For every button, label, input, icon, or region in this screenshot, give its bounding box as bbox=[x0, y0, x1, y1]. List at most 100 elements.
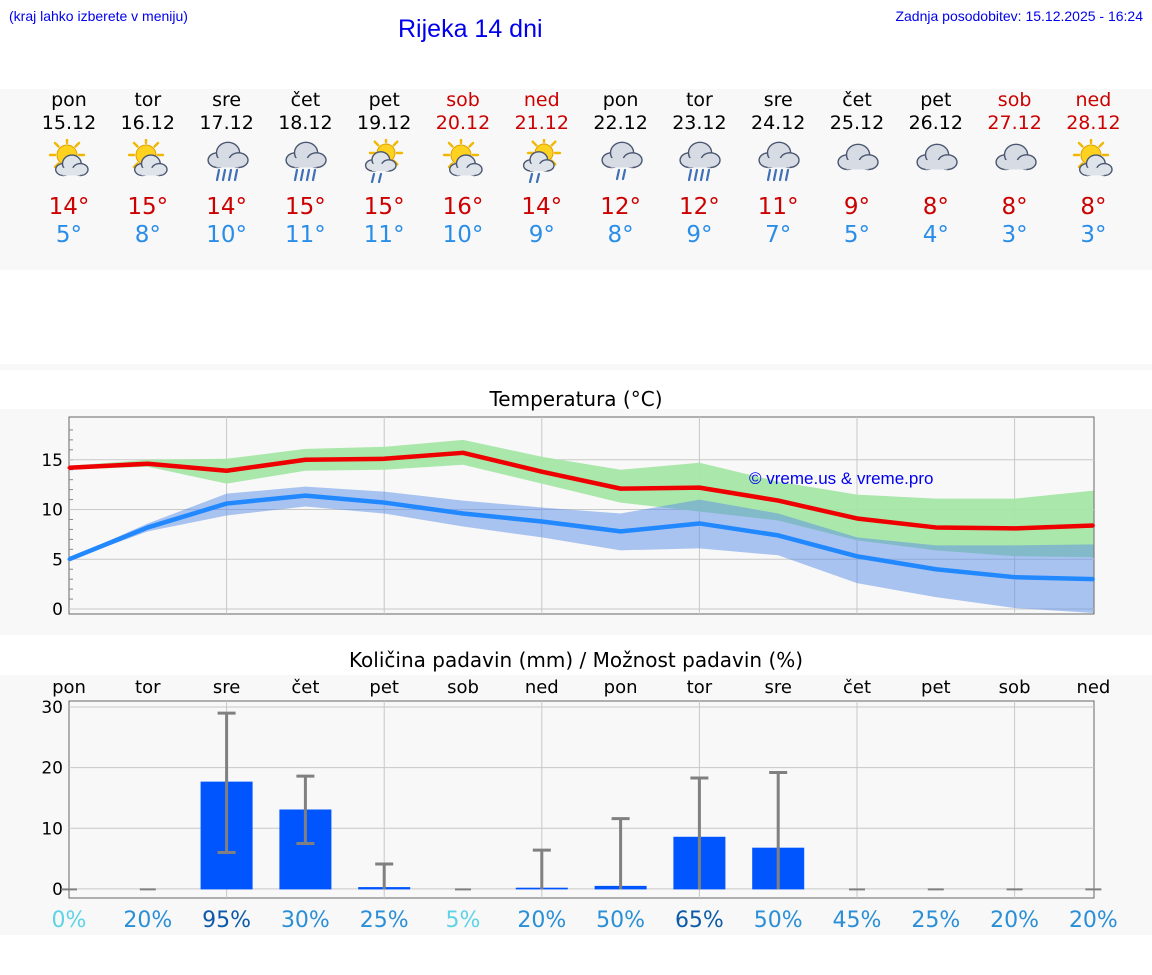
icon-graphic bbox=[679, 141, 722, 182]
sun-ray bbox=[447, 141, 454, 148]
max-temperature: 11° bbox=[757, 194, 799, 220]
max-temperature: 15° bbox=[363, 194, 405, 220]
icon-graphic bbox=[48, 139, 89, 177]
y-tick-label: 0 bbox=[52, 600, 63, 620]
sun-rain-icon bbox=[365, 139, 404, 183]
min-temperature: 7° bbox=[765, 222, 792, 248]
max-temperature-point bbox=[382, 457, 386, 461]
cloud-base bbox=[1086, 167, 1105, 176]
sun-ray bbox=[53, 141, 60, 148]
y-tick-label: 10 bbox=[41, 819, 63, 839]
cloud-base bbox=[62, 167, 81, 176]
min-temperature: 11° bbox=[363, 222, 405, 248]
day-date: 20.12 bbox=[435, 112, 491, 134]
max-temperature: 8° bbox=[1080, 194, 1107, 220]
cloud-shape bbox=[916, 143, 958, 171]
rain-drop bbox=[227, 168, 232, 182]
precipitation-probability: 20% bbox=[990, 908, 1039, 933]
day-column: čet 25.12 9° 5° bbox=[812, 89, 902, 249]
icon-graphic bbox=[285, 141, 328, 182]
day-date: 21.12 bbox=[514, 112, 569, 134]
sun-cloud-icon bbox=[1073, 139, 1114, 177]
location-menu-hint[interactable]: (kraj lahko izberete v meniju) bbox=[9, 8, 188, 24]
sun-ray bbox=[53, 162, 60, 169]
max-temperature-point bbox=[225, 469, 229, 473]
rain-drop bbox=[535, 172, 540, 183]
max-temperature-point bbox=[461, 451, 465, 455]
min-temperature-point bbox=[619, 529, 623, 533]
day-name: pon bbox=[602, 89, 639, 111]
min-temperature: 11° bbox=[285, 222, 326, 248]
sun-ray bbox=[550, 140, 557, 147]
min-temperature-point bbox=[225, 502, 229, 506]
cloud-shape bbox=[994, 143, 1037, 171]
max-temperature: 16° bbox=[442, 194, 484, 220]
precipitation-probability: 25% bbox=[911, 908, 960, 933]
min-temperature: 10° bbox=[206, 222, 247, 248]
max-temperature: 14° bbox=[521, 194, 563, 220]
max-temperature-point bbox=[303, 458, 307, 462]
min-temperature-point bbox=[461, 512, 465, 516]
rain-drop bbox=[528, 172, 533, 183]
rain-drop bbox=[215, 168, 220, 182]
min-temperature-line bbox=[68, 493, 1094, 582]
max-temperature: 14° bbox=[206, 194, 247, 220]
cloud-base bbox=[216, 158, 239, 168]
min-temperature: 8° bbox=[134, 222, 161, 248]
icon-graphic bbox=[916, 143, 958, 171]
cloud-base bbox=[1004, 160, 1027, 170]
max-temperature: 14° bbox=[48, 194, 90, 220]
day-label: tor bbox=[687, 677, 713, 698]
cloud-icon bbox=[837, 143, 879, 171]
light-rain-cloud-icon bbox=[600, 141, 643, 181]
max-temperature: 9° bbox=[843, 194, 871, 220]
rain-drop bbox=[706, 168, 711, 182]
icon-graphic bbox=[994, 143, 1037, 171]
rain-cloud-icon bbox=[758, 141, 800, 182]
rain-drop bbox=[773, 168, 778, 182]
day-date: 25.12 bbox=[829, 112, 885, 134]
sun-ray bbox=[1078, 162, 1085, 169]
min-temperature: 9° bbox=[528, 222, 555, 248]
precipitation-probability: 30% bbox=[281, 908, 330, 933]
min-temperature-range-band bbox=[69, 486, 1094, 614]
cloud-shape bbox=[206, 141, 249, 169]
max-temperature-point bbox=[1091, 523, 1095, 527]
cloud-base bbox=[925, 160, 948, 170]
day-name: ned bbox=[1075, 89, 1112, 111]
sun-ray bbox=[153, 141, 160, 148]
divider bbox=[0, 364, 1152, 370]
cloud-shape bbox=[449, 154, 483, 177]
min-temperature-point bbox=[146, 525, 150, 529]
day-date: 28.12 bbox=[1066, 112, 1121, 134]
rain-drop bbox=[378, 172, 383, 183]
day-label: pet bbox=[369, 677, 399, 698]
day-name: pet bbox=[368, 89, 400, 111]
min-temperature-point bbox=[382, 501, 386, 505]
cloud-base bbox=[456, 167, 475, 176]
precipitation-probability: 50% bbox=[596, 908, 645, 933]
day-column: sob 27.12 8° 3° bbox=[970, 89, 1060, 249]
cloud-shape bbox=[1079, 154, 1114, 177]
cloud-base bbox=[846, 160, 869, 170]
precipitation-chart-title: Količina padavin (mm) / Možnost padavin … bbox=[348, 648, 804, 672]
rain-cloud-icon bbox=[285, 141, 328, 182]
day-name: sob bbox=[446, 89, 480, 111]
last-updated: Zadnja posodobitev: 15.12.2025 - 16:24 bbox=[895, 8, 1143, 24]
day-date: 16.12 bbox=[120, 112, 175, 134]
cloud-shape bbox=[837, 143, 879, 171]
min-temperature-point bbox=[540, 519, 544, 523]
day-label: tor bbox=[135, 677, 161, 698]
y-tick-label: 5 bbox=[52, 550, 63, 570]
day-name: tor bbox=[685, 89, 713, 111]
precipitation-probability: 20% bbox=[123, 908, 172, 933]
sun-ray bbox=[74, 141, 81, 148]
day-label: pet bbox=[921, 677, 951, 698]
rain-drop bbox=[615, 168, 620, 181]
day-date: 26.12 bbox=[908, 112, 963, 134]
rain-drop bbox=[785, 168, 790, 182]
min-temperature-point bbox=[1091, 577, 1095, 581]
day-label: čet bbox=[843, 677, 871, 698]
min-temperature: 10° bbox=[442, 222, 484, 248]
y-tick-label: 20 bbox=[41, 759, 63, 779]
